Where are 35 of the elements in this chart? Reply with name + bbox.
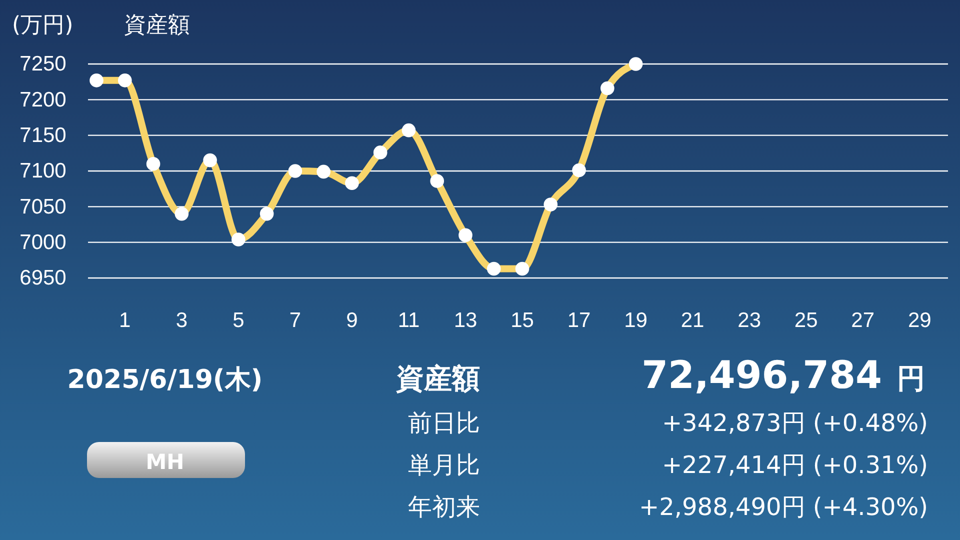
x-tick-label: 13 [454, 308, 478, 332]
y-tick-label: 7150 [20, 124, 66, 148]
x-tick-label: 23 [738, 308, 761, 332]
x-tick-label: 1 [119, 308, 131, 332]
x-tick-label: 7 [289, 308, 302, 332]
button: MH [87, 442, 245, 478]
text: +2,988,490円 (+4.30%) [639, 493, 928, 521]
chart-title: 資産額 [124, 13, 190, 38]
y-tick-label: 7000 [20, 231, 66, 254]
x-tick-label: 5 [232, 308, 244, 332]
text: 資産額 [395, 362, 480, 395]
x-tick-label: 27 [851, 308, 875, 332]
y-axis-title: (万円) [12, 13, 74, 38]
text: +227,414円 (+0.31%) [662, 451, 928, 479]
x-tick-label: 17 [567, 308, 591, 332]
text: 円 [897, 362, 925, 395]
x-tick-label: 9 [346, 308, 358, 332]
text: 年初来 [408, 493, 480, 521]
x-tick-label: 15 [510, 308, 534, 332]
x-tick-label: 25 [794, 308, 818, 332]
text: +342,873円 (+0.48%) [662, 409, 928, 437]
x-tick-label: 3 [176, 308, 188, 332]
y-tick-label: 6950 [20, 266, 66, 290]
y-tick-label: 7250 [20, 52, 66, 76]
text: 前日比 [408, 409, 480, 437]
x-tick-label: 19 [624, 308, 648, 332]
x-tick-label: 21 [680, 308, 704, 332]
text: 72,496,784 [642, 353, 882, 397]
x-tick-label: 11 [398, 308, 420, 332]
y-tick-label: 7100 [20, 160, 66, 183]
text: 単月比 [408, 451, 480, 479]
x-tick-label: 29 [908, 308, 932, 332]
text: 2025/6/19(木) [67, 365, 263, 395]
y-tick-label: 7200 [20, 88, 66, 112]
y-tick-label: 7050 [20, 195, 66, 218]
